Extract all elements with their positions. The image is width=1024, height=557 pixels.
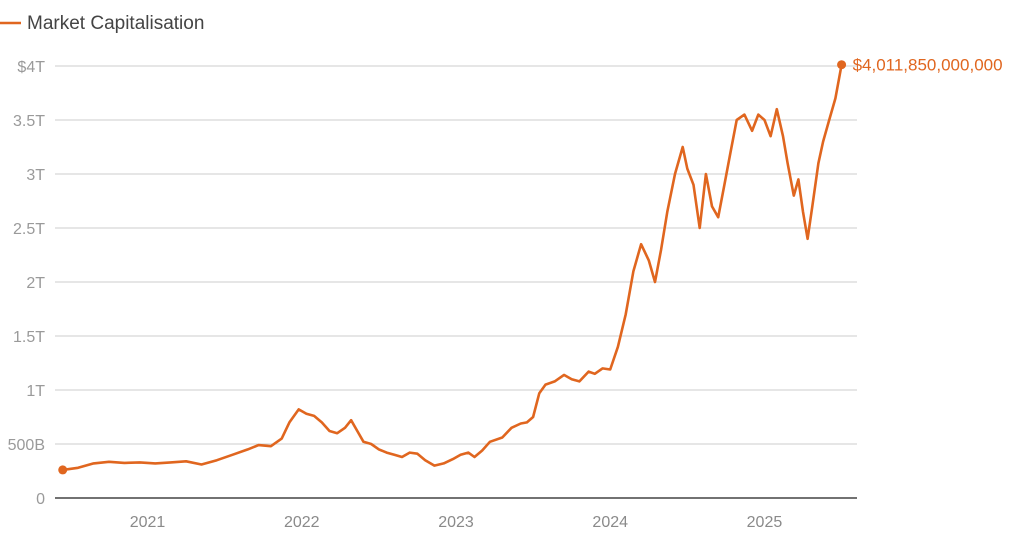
y-tick-label: 3T [26, 167, 45, 184]
legend: Market Capitalisation [0, 13, 204, 34]
grid-lines [55, 65, 857, 445]
x-tick-label: 2021 [130, 514, 166, 531]
end-value-label: $4,011,850,000,000 [853, 56, 1003, 75]
end-point-marker [837, 60, 847, 70]
y-tick-label: 1.5T [13, 329, 45, 346]
y-tick-label: 0 [36, 491, 45, 508]
start-point-marker [58, 465, 68, 475]
y-tick-label: 500B [8, 437, 45, 454]
y-tick-label: 1T [26, 383, 45, 400]
x-tick-label: 2024 [592, 514, 628, 531]
x-tick-label: 2022 [284, 514, 320, 531]
series-line [61, 63, 843, 472]
y-axis-ticks: 0 500B 1T 1.5T 2T 2.5T 3T 3.5T $4T [8, 59, 46, 508]
y-tick-label: 2.5T [13, 221, 45, 238]
y-tick-label: 2T [26, 275, 45, 292]
x-tick-label: 2023 [438, 514, 474, 531]
y-tick-label: $4T [17, 59, 45, 76]
legend-label: Market Capitalisation [27, 13, 204, 34]
x-axis-ticks: 2021 2022 2023 2024 2025 [130, 514, 783, 531]
y-tick-label: 3.5T [13, 113, 45, 130]
series-layer: $4,011,850,000,000 [58, 56, 1003, 475]
x-tick-label: 2025 [747, 514, 783, 531]
